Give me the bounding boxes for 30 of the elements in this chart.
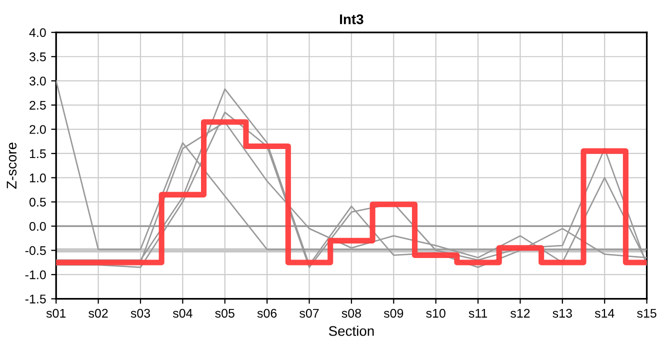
x-tick-label: s04 — [172, 308, 192, 318]
y-tick-label: -1.5 — [25, 294, 46, 304]
chart-title: Int3 — [340, 14, 364, 24]
y-tick-label: 4.0 — [29, 28, 46, 38]
x-axis-title: Section — [328, 326, 374, 336]
y-tick-label: -1.0 — [25, 270, 46, 280]
x-tick-label: s12 — [510, 308, 530, 318]
x-tick-label: s09 — [384, 308, 404, 318]
y-tick-label: 2.5 — [30, 100, 46, 110]
x-tick-label: s11 — [468, 308, 488, 318]
x-tick-label: s08 — [342, 308, 361, 318]
y-tick-label: 2.0 — [30, 125, 46, 134]
y-tick-label: 3.0 — [29, 76, 46, 86]
x-tick-label: s07 — [300, 308, 319, 318]
y-tick-label: 0.0 — [29, 222, 46, 231]
x-tick-label: s15 — [637, 308, 656, 318]
x-tick-label: s13 — [552, 308, 572, 318]
x-tick-label: s14 — [594, 308, 614, 318]
x-tick-label: s06 — [257, 308, 277, 318]
x-tick-label: s05 — [215, 308, 234, 318]
y-tick-label: 1.5 — [30, 149, 46, 158]
y-tick-label: -0.5 — [25, 246, 46, 256]
x-tick-label: s02 — [88, 308, 108, 318]
x-tick-label: s01 — [46, 308, 66, 318]
x-tick-label: s03 — [130, 308, 150, 318]
y-tick-label: 0.5 — [29, 198, 46, 207]
x-tick-label: s10 — [426, 308, 446, 318]
y-axis-title: Z-score — [6, 142, 17, 189]
y-tick-label: 1.0 — [30, 174, 46, 182]
y-tick-label: 3.5 — [29, 52, 46, 62]
